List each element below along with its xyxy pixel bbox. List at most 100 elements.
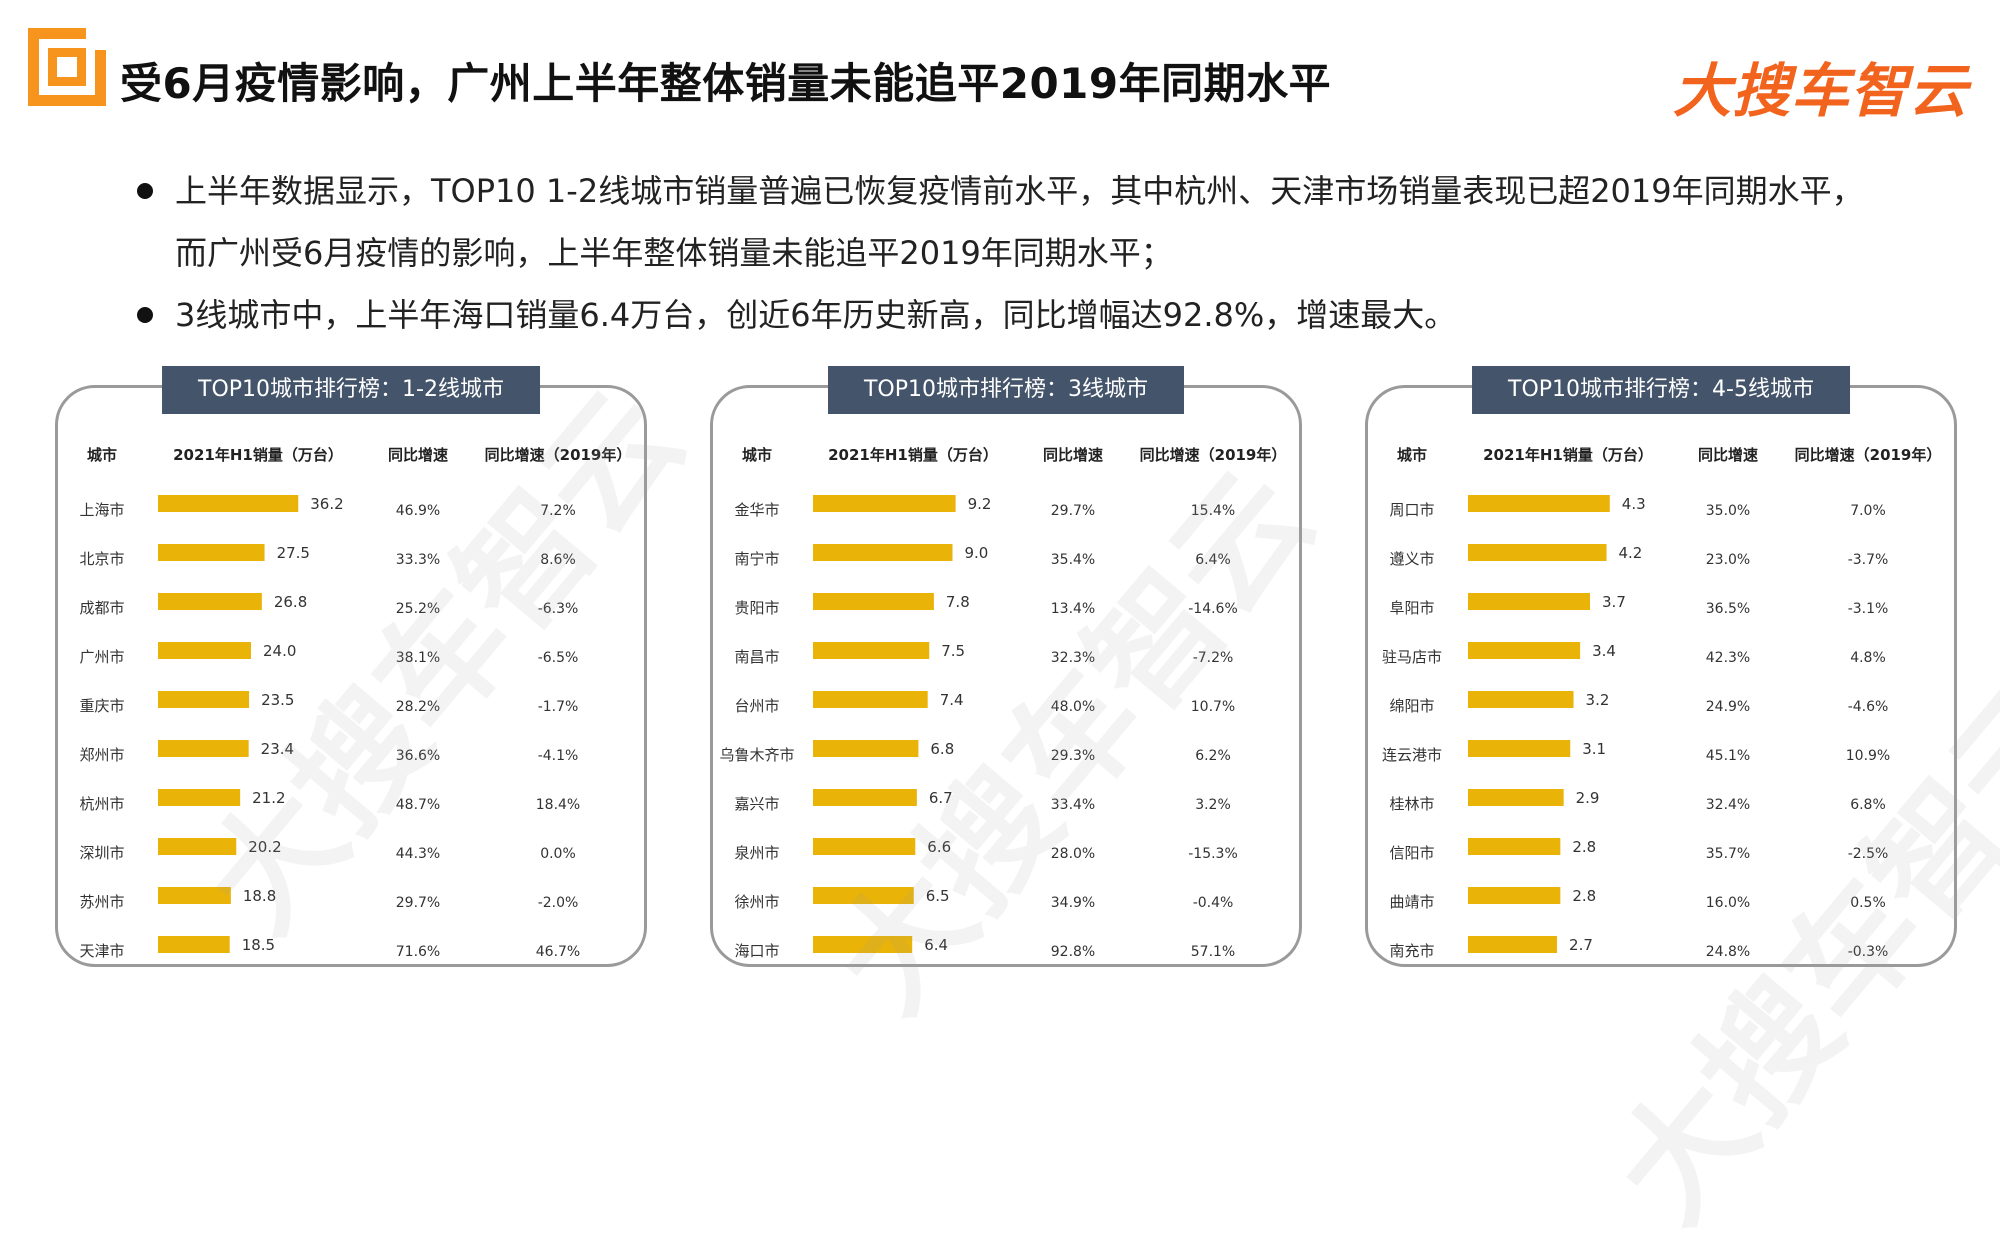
sales-bar <box>1468 642 1581 659</box>
value-label: 3.7 <box>1602 593 1626 611</box>
column-header: 同比增速（2019年） <box>485 446 632 464</box>
yoy-2019-value: -2.5% <box>1848 846 1889 862</box>
sales-bar <box>158 544 265 561</box>
column-header: 同比增速 <box>1698 446 1758 464</box>
page-title: 受6月疫情影响，广州上半年整体销量未能追平2019年同期水平 <box>120 59 1332 108</box>
city-label: 阜阳市 <box>1389 599 1434 617</box>
ranking-chart: 城市 2021年H1销量（万台） 同比增速 同比增速（2019年） 周口市 4.3 35.0… <box>1382 446 1941 960</box>
yoy-value: 33.4% <box>1051 797 1095 813</box>
yoy-value: 28.0% <box>1051 846 1095 862</box>
yoy-value: 33.3% <box>396 552 440 568</box>
ranking-panel-tier3: TOP10城市排行榜：3线城市 城市 2021年H1销量（万台） 同比增速 同比增速（… <box>710 366 1302 967</box>
value-label: 23.5 <box>261 691 294 709</box>
sales-bar <box>1468 936 1558 953</box>
city-label: 杭州市 <box>79 795 124 813</box>
city-label: 乌鲁木齐市 <box>719 746 794 764</box>
value-label: 6.5 <box>926 887 950 905</box>
column-header: 同比增速 <box>1043 446 1103 464</box>
sales-bar <box>158 593 262 610</box>
yoy-2019-value: 0.0% <box>540 846 576 862</box>
value-label: 9.0 <box>965 544 989 562</box>
yoy-value: 25.2% <box>396 601 440 617</box>
yoy-value: 24.8% <box>1706 944 1750 960</box>
yoy-value: 38.1% <box>396 650 440 666</box>
yoy-2019-value: -4.1% <box>538 748 579 764</box>
city-label: 驻马店市 <box>1382 648 1442 666</box>
yoy-value: 23.0% <box>1706 552 1750 568</box>
value-label: 27.5 <box>277 544 310 562</box>
city-label: 绵阳市 <box>1389 697 1434 715</box>
yoy-2019-value: 4.8% <box>1850 650 1886 666</box>
city-label: 南宁市 <box>734 550 779 568</box>
column-header: 2021年H1销量（万台） <box>173 446 343 464</box>
city-label: 信阳市 <box>1389 844 1434 862</box>
yoy-value: 45.1% <box>1706 748 1750 764</box>
value-label: 6.4 <box>924 936 948 954</box>
value-label: 3.2 <box>1586 691 1610 709</box>
city-label: 泉州市 <box>734 844 779 862</box>
sales-bar <box>158 789 241 806</box>
bullet-list: 上半年数据显示，TOP10 1-2线城市销量普遍已恢复疫情前水平，其中杭州、天津… <box>135 160 1935 346</box>
sales-bar <box>158 740 249 757</box>
yoy-value: 28.2% <box>396 699 440 715</box>
yoy-2019-value: -14.6% <box>1188 601 1238 617</box>
yoy-value: 35.7% <box>1706 846 1750 862</box>
yoy-value: 35.4% <box>1051 552 1095 568</box>
ranking-chart: 城市 2021年H1销量（万台） 同比增速 同比增速（2019年） 上海市 36.2 46.… <box>79 446 632 960</box>
column-header: 2021年H1销量（万台） <box>1483 446 1653 464</box>
sales-bar <box>158 495 299 512</box>
yoy-value: 16.0% <box>1706 895 1750 911</box>
sales-bar <box>813 495 956 512</box>
panel-title: TOP10城市排行榜：3线城市 <box>827 366 1185 414</box>
yoy-value: 35.0% <box>1706 503 1750 519</box>
city-label: 南充市 <box>1389 942 1434 960</box>
yoy-2019-value: 6.2% <box>1195 748 1231 764</box>
value-label: 20.2 <box>248 838 281 856</box>
value-label: 4.3 <box>1622 495 1646 513</box>
yoy-2019-value: 6.8% <box>1850 797 1886 813</box>
city-label: 郑州市 <box>79 746 124 764</box>
yoy-2019-value: -1.7% <box>538 699 579 715</box>
value-label: 6.8 <box>930 740 954 758</box>
yoy-2019-value: 15.4% <box>1191 503 1235 519</box>
city-label: 台州市 <box>734 697 779 715</box>
city-label: 深圳市 <box>79 844 124 862</box>
city-label: 徐州市 <box>734 893 779 911</box>
sales-bar <box>1468 887 1561 904</box>
city-label: 贵阳市 <box>734 599 779 617</box>
yoy-value: 29.7% <box>396 895 440 911</box>
yoy-2019-value: 57.1% <box>1191 944 1235 960</box>
yoy-2019-value: -6.3% <box>538 601 579 617</box>
yoy-value: 29.7% <box>1051 503 1095 519</box>
yoy-2019-value: 10.9% <box>1846 748 1890 764</box>
column-header: 城市 <box>742 446 772 464</box>
ranking-panel-tier4-5: TOP10城市排行榜：4-5线城市 城市 2021年H1销量（万台） 同比增速 同比增… <box>1365 366 1957 967</box>
city-label: 曲靖市 <box>1389 893 1434 911</box>
yoy-2019-value: 18.4% <box>536 797 580 813</box>
column-header: 2021年H1销量（万台） <box>828 446 998 464</box>
yoy-value: 36.5% <box>1706 601 1750 617</box>
city-label: 苏州市 <box>79 893 124 911</box>
column-header: 同比增速 <box>388 446 448 464</box>
column-header: 城市 <box>87 446 117 464</box>
value-label: 23.4 <box>261 740 294 758</box>
sales-bar <box>813 691 928 708</box>
value-label: 6.7 <box>929 789 953 807</box>
city-label: 南昌市 <box>734 648 779 666</box>
value-label: 3.4 <box>1592 642 1616 660</box>
yoy-2019-value: -2.0% <box>538 895 579 911</box>
value-label: 7.4 <box>940 691 964 709</box>
sales-bar <box>1468 495 1610 512</box>
city-label: 海口市 <box>734 942 779 960</box>
yoy-2019-value: -6.5% <box>538 650 579 666</box>
yoy-2019-value: 7.2% <box>540 503 576 519</box>
sales-bar <box>158 691 250 708</box>
sales-bar <box>813 789 917 806</box>
value-label: 26.8 <box>274 593 307 611</box>
yoy-2019-value: 3.2% <box>1195 797 1231 813</box>
sales-bar <box>1468 691 1574 708</box>
city-label: 成都市 <box>79 599 124 617</box>
sales-bar <box>158 838 237 855</box>
value-label: 7.5 <box>941 642 965 660</box>
city-label: 桂林市 <box>1389 795 1434 813</box>
